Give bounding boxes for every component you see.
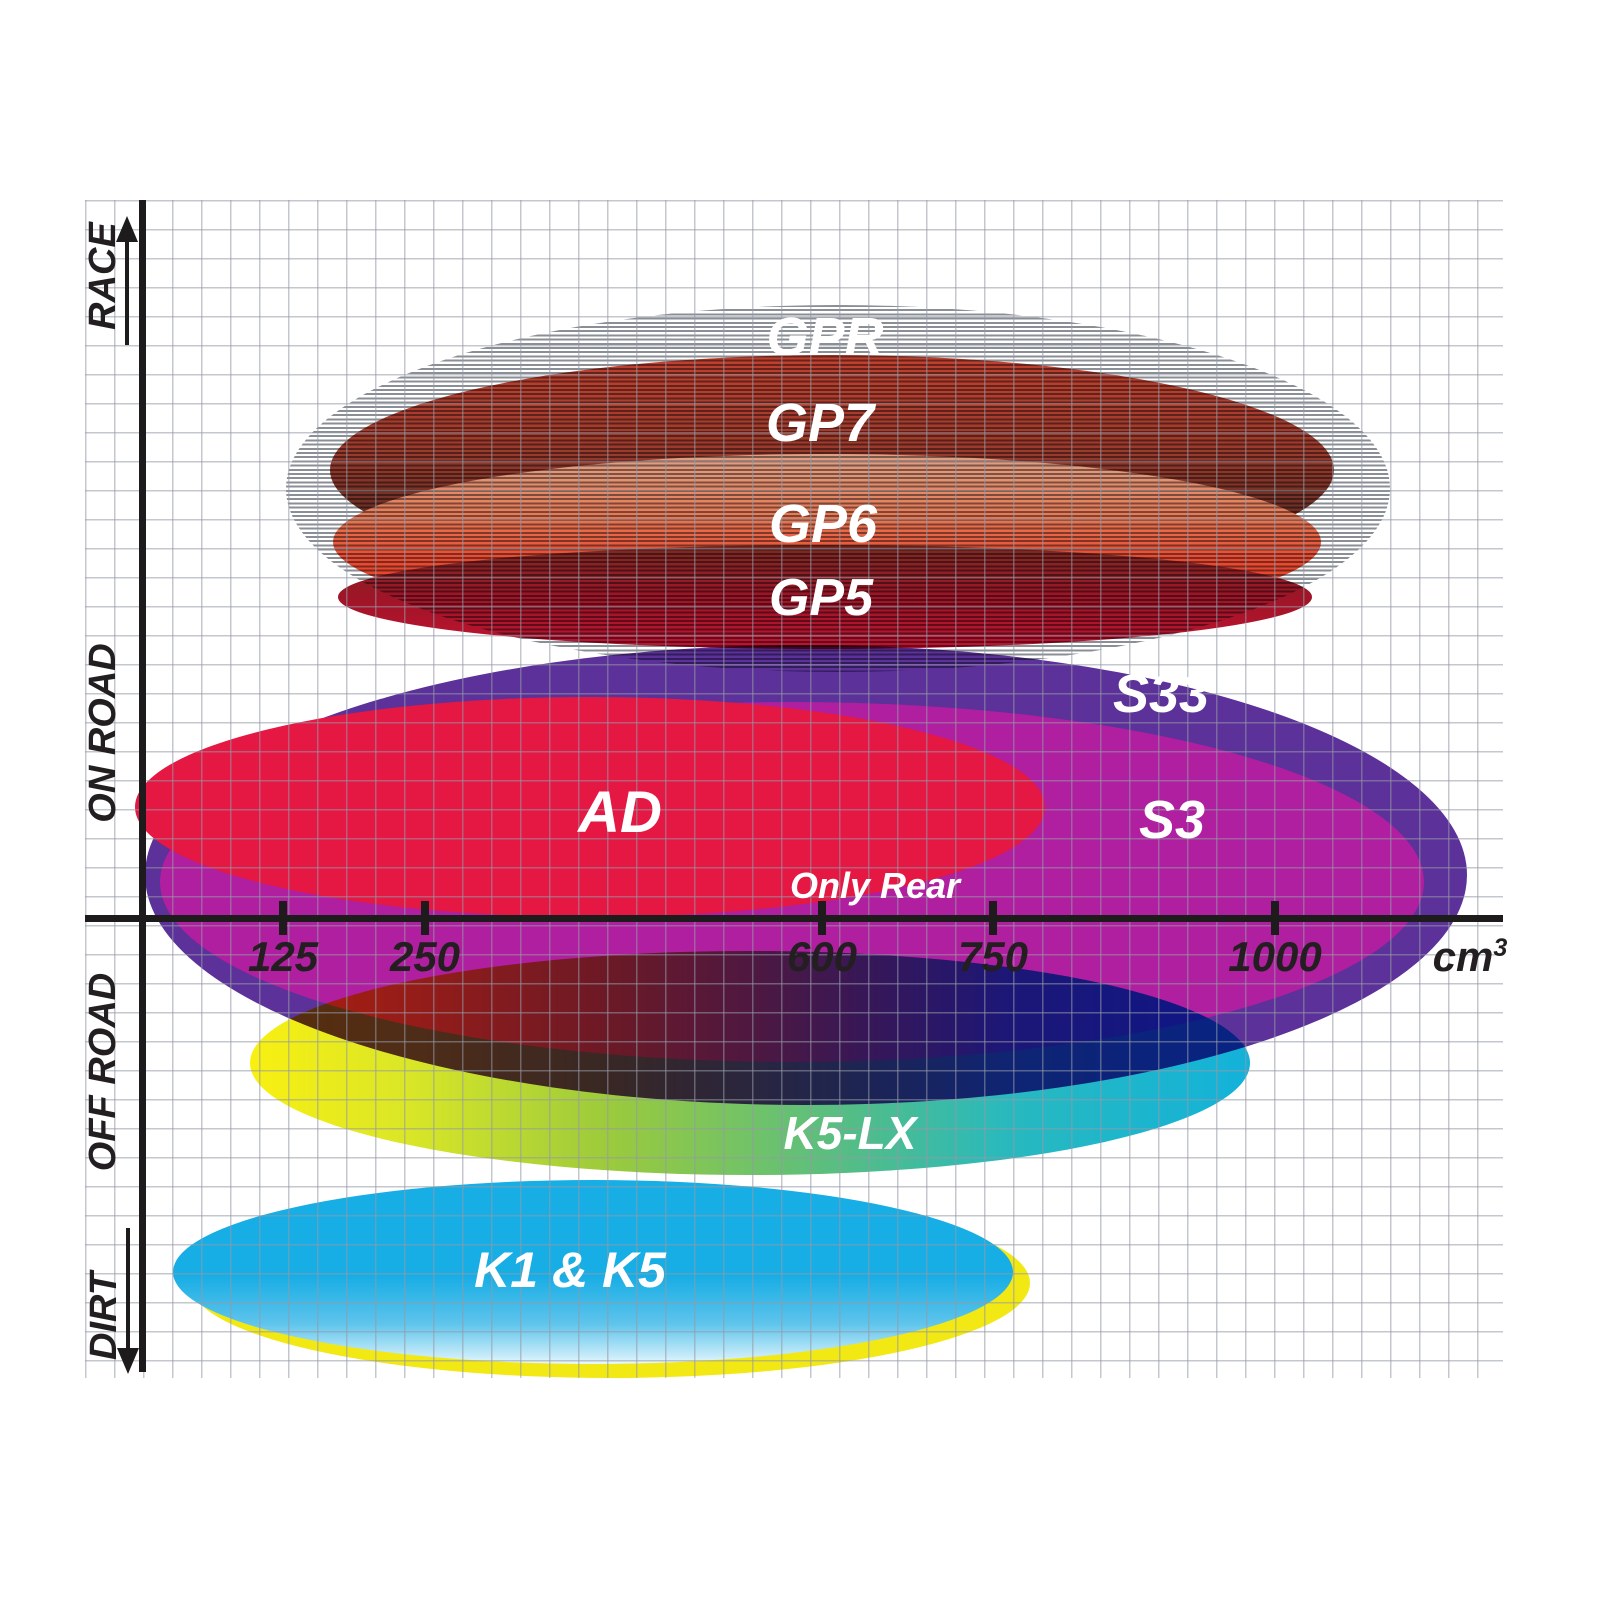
label-gp7: GP7: [765, 393, 875, 453]
dirt-down-arrow-icon: [117, 1348, 139, 1374]
tick-label-750: 750: [957, 933, 1029, 980]
zone-label-off-road: OFF ROAD: [82, 972, 124, 1172]
tick-125: [279, 901, 287, 935]
zone-label-on-road: ON ROAD: [82, 643, 124, 823]
zone-label-dirt: DIRT: [83, 1272, 125, 1360]
label-k1k5: K1 & K5: [474, 1242, 666, 1298]
tick-1000: [1271, 901, 1279, 935]
label-gp6: GP6: [768, 494, 878, 554]
y-axis: [139, 200, 146, 1372]
tick-label-600: 600: [786, 933, 858, 980]
label-gpr: GPR: [766, 307, 884, 367]
label-only-rear: Only Rear: [789, 865, 961, 906]
tick-label-125: 125: [247, 933, 319, 980]
tick-label-1000: 1000: [1228, 933, 1322, 980]
tick-750: [989, 901, 997, 935]
label-gp5: GP5: [768, 569, 874, 627]
label-ad: AD: [578, 780, 662, 845]
label-k5lx: K5-LX: [783, 1107, 917, 1159]
dirt-down-arrow: [126, 1228, 130, 1348]
tick-600: [818, 901, 826, 935]
tick-250: [421, 901, 429, 935]
x-axis-unit: cm3: [1432, 933, 1508, 980]
label-s3: S3: [1138, 790, 1206, 850]
x-axis: [85, 915, 1503, 922]
tick-label-250: 250: [389, 933, 461, 980]
race-up-arrow: [125, 242, 129, 345]
race-up-arrow-icon: [116, 216, 138, 242]
label-s33: S33: [1112, 664, 1210, 724]
